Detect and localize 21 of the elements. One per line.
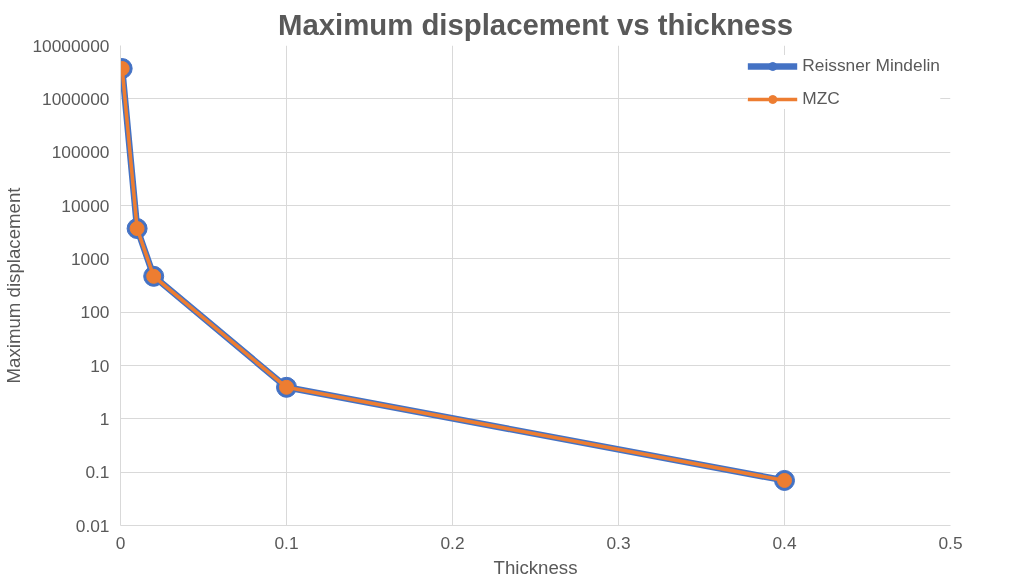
y-axis-title: Maximum displacement xyxy=(3,186,25,384)
y-tick-label: 1000000 xyxy=(42,88,110,109)
x-axis-title: Thickness xyxy=(493,556,578,578)
chart-title: Maximum displacement vs thickness xyxy=(277,7,794,41)
y-tick-label: 10 xyxy=(90,355,110,376)
legend-label: Reissner Mindelin xyxy=(802,55,940,76)
x-tick-label: 0.1 xyxy=(274,532,299,553)
y-tick-label: 100000 xyxy=(51,142,110,163)
x-tick-label: 0 xyxy=(115,532,126,553)
y-tick-label: 0.01 xyxy=(75,515,110,536)
y-tick-label: 0.1 xyxy=(85,462,110,483)
x-tick-label: 0.2 xyxy=(440,532,465,553)
legend-label: MZC xyxy=(802,88,840,109)
y-tick-label: 1 xyxy=(99,408,110,429)
x-tick-label: 0.5 xyxy=(938,532,963,553)
y-tick-label: 1000 xyxy=(70,248,110,269)
y-tick-label: 10000000 xyxy=(32,35,110,56)
y-tick-label: 10000 xyxy=(61,195,110,216)
x-tick-label: 0.3 xyxy=(606,532,631,553)
x-tick-label: 0.4 xyxy=(772,532,797,553)
y-tick-label: 100 xyxy=(80,302,110,323)
